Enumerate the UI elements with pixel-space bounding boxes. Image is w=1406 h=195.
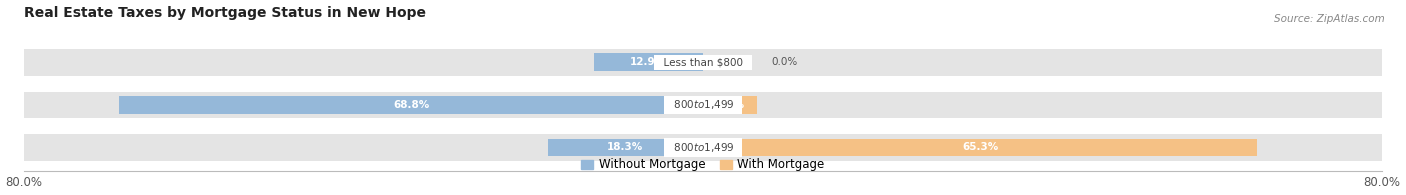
Legend: Without Mortgage, With Mortgage: Without Mortgage, With Mortgage [576, 154, 830, 176]
Bar [24, 49, 1382, 75]
Bar [703, 138, 1257, 156]
Text: 68.8%: 68.8% [392, 100, 429, 110]
Text: 18.3%: 18.3% [607, 143, 644, 152]
Bar [703, 96, 758, 114]
Bar [548, 138, 703, 156]
Text: $800 to $1,499: $800 to $1,499 [666, 141, 740, 154]
Text: 0.0%: 0.0% [770, 57, 797, 67]
Bar [120, 96, 703, 114]
Text: 65.3%: 65.3% [962, 143, 998, 152]
Bar [593, 53, 703, 71]
Bar [24, 134, 1382, 161]
Text: Real Estate Taxes by Mortgage Status in New Hope: Real Estate Taxes by Mortgage Status in … [24, 5, 426, 20]
Text: $800 to $1,499: $800 to $1,499 [666, 98, 740, 111]
Text: 12.9%: 12.9% [630, 57, 666, 67]
Text: Source: ZipAtlas.com: Source: ZipAtlas.com [1274, 14, 1385, 24]
Bar [24, 92, 1382, 118]
Text: 6.4%: 6.4% [716, 100, 745, 110]
Text: Less than $800: Less than $800 [657, 57, 749, 67]
